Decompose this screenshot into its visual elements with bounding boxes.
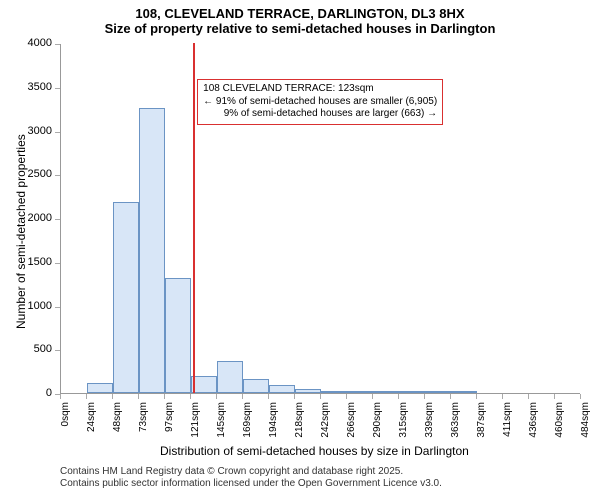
y-tick-label: 1500: [0, 256, 52, 268]
title-sub: Size of property relative to semi-detach…: [0, 21, 600, 38]
histogram-bar: [451, 391, 477, 393]
histogram-bar: [113, 202, 140, 393]
y-tick-label: 0: [0, 387, 52, 399]
histogram-bar: [399, 391, 425, 393]
x-tick: [450, 394, 451, 399]
x-tick-label: 218sqm: [294, 402, 305, 452]
annotation-line-1: 108 CLEVELAND TERRACE: 123sqm: [203, 83, 437, 96]
x-tick: [398, 394, 399, 399]
histogram-bar: [243, 379, 270, 393]
x-tick: [580, 394, 581, 399]
x-tick-label: 73sqm: [138, 402, 149, 452]
x-tick: [346, 394, 347, 399]
x-tick-label: 194sqm: [268, 402, 279, 452]
x-tick-label: 290sqm: [372, 402, 383, 452]
x-tick: [320, 394, 321, 399]
chart-container: 108, CLEVELAND TERRACE, DARLINGTON, DL3 …: [0, 0, 600, 500]
x-tick: [294, 394, 295, 399]
x-tick-label: 363sqm: [450, 402, 461, 452]
y-tick: [55, 307, 60, 308]
y-tick-label: 500: [0, 343, 52, 355]
x-tick: [112, 394, 113, 399]
y-tick-label: 1000: [0, 300, 52, 312]
x-tick-label: 339sqm: [424, 402, 435, 452]
y-tick: [55, 219, 60, 220]
x-tick: [424, 394, 425, 399]
x-tick-label: 24sqm: [86, 402, 97, 452]
y-tick: [55, 263, 60, 264]
y-tick: [55, 44, 60, 45]
reference-line: [193, 43, 195, 393]
x-tick-label: 145sqm: [216, 402, 227, 452]
annotation-line-3: 9% of semi-detached houses are larger (6…: [203, 108, 437, 121]
histogram-bar: [217, 361, 243, 393]
x-tick-label: 121sqm: [190, 402, 201, 452]
footer-line-2: Contains public sector information licen…: [60, 478, 442, 490]
x-tick-label: 0sqm: [60, 402, 71, 452]
footer-attribution: Contains HM Land Registry data © Crown c…: [60, 466, 442, 490]
x-tick: [502, 394, 503, 399]
title-main: 108, CLEVELAND TERRACE, DARLINGTON, DL3 …: [0, 0, 600, 21]
x-tick-label: 169sqm: [242, 402, 253, 452]
histogram-bar: [139, 108, 165, 393]
x-tick-label: 48sqm: [112, 402, 123, 452]
x-tick-label: 484sqm: [580, 402, 591, 452]
histogram-bar: [425, 391, 451, 393]
x-tick-label: 97sqm: [164, 402, 175, 452]
histogram-bar: [295, 389, 321, 393]
x-tick: [242, 394, 243, 399]
x-tick-label: 266sqm: [346, 402, 357, 452]
x-tick: [372, 394, 373, 399]
x-tick: [554, 394, 555, 399]
x-tick: [476, 394, 477, 399]
histogram-bar: [87, 383, 113, 394]
y-tick-label: 4000: [0, 37, 52, 49]
x-tick-label: 387sqm: [476, 402, 487, 452]
histogram-bar: [373, 391, 400, 393]
annotation-line-2: ← 91% of semi-detached houses are smalle…: [203, 96, 437, 109]
x-tick: [138, 394, 139, 399]
footer-line-1: Contains HM Land Registry data © Crown c…: [60, 466, 442, 478]
x-tick-label: 411sqm: [502, 402, 513, 452]
annotation-box: 108 CLEVELAND TERRACE: 123sqm← 91% of se…: [197, 79, 443, 125]
x-tick-label: 460sqm: [554, 402, 565, 452]
x-tick: [86, 394, 87, 399]
histogram-bar: [321, 391, 347, 393]
x-tick-label: 242sqm: [320, 402, 331, 452]
histogram-bar: [269, 385, 295, 393]
histogram-bar: [165, 278, 191, 394]
y-tick-label: 2500: [0, 168, 52, 180]
x-tick: [528, 394, 529, 399]
y-tick: [55, 132, 60, 133]
x-tick-label: 436sqm: [528, 402, 539, 452]
x-tick: [268, 394, 269, 399]
x-tick: [216, 394, 217, 399]
y-tick-label: 2000: [0, 212, 52, 224]
y-tick: [55, 175, 60, 176]
y-tick: [55, 88, 60, 89]
histogram-bar: [347, 391, 373, 393]
plot-area: 108 CLEVELAND TERRACE: 123sqm← 91% of se…: [60, 44, 580, 394]
x-tick-label: 315sqm: [398, 402, 409, 452]
x-tick: [164, 394, 165, 399]
x-tick: [190, 394, 191, 399]
x-axis-label: Distribution of semi-detached houses by …: [160, 444, 469, 458]
y-tick-label: 3000: [0, 125, 52, 137]
x-tick: [60, 394, 61, 399]
y-tick: [55, 350, 60, 351]
y-tick-label: 3500: [0, 81, 52, 93]
